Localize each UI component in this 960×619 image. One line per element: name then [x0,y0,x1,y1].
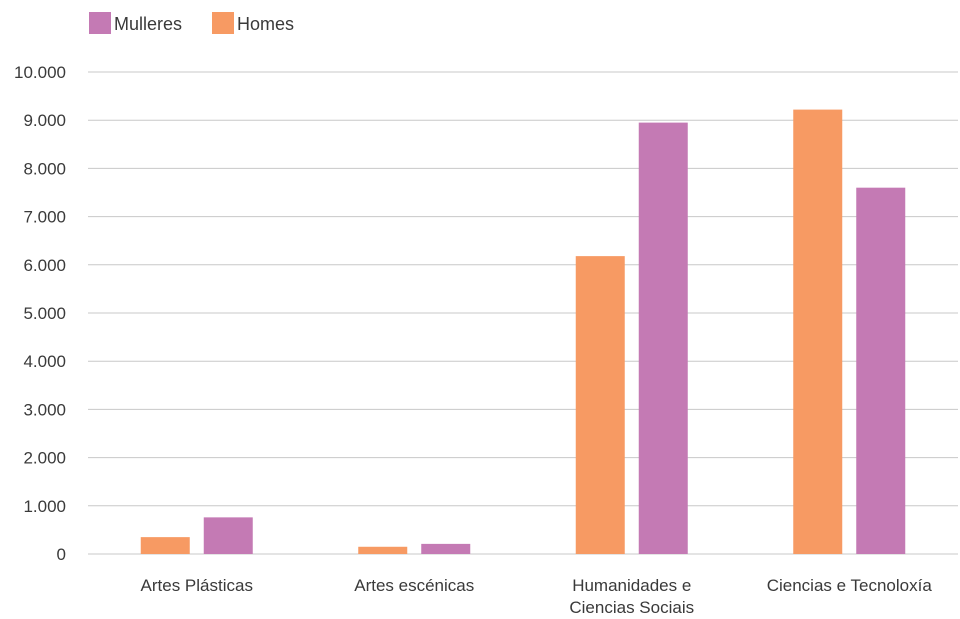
y-tick-label: 4.000 [23,352,66,371]
bars [140,109,906,555]
y-tick-label: 1.000 [23,497,66,516]
y-tick-label: 5.000 [23,304,66,323]
x-axis: Artes Plásticas Artes escénicas Humanidade… [141,576,933,617]
bar-mulleres-2 [638,122,688,555]
y-tick-label: 6.000 [23,256,66,275]
x-tick-label: Artes escénicas [354,576,474,595]
legend-swatch-homes [212,12,234,34]
y-tick-label: 3.000 [23,400,66,419]
x-tick-label: Artes Plásticas [141,576,253,595]
legend-label-homes: Homes [237,14,294,34]
legend-label-mulleres: Mulleres [114,14,182,34]
y-tick-label: 2.000 [23,449,66,468]
bar-homes-0 [140,537,190,554]
bar-mulleres-1 [421,543,471,554]
x-tick-label: Ciencias e Tecnoloxía [767,576,933,595]
y-tick-label: 0 [57,545,66,564]
bar-mulleres-0 [203,517,253,554]
bar-homes-3 [793,109,843,554]
y-tick-label: 9.000 [23,111,66,130]
y-tick-label: 7.000 [23,208,66,227]
legend: Mulleres Homes [89,12,294,34]
legend-swatch-mulleres [89,12,111,34]
y-axis: 0 1.000 2.000 3.000 4.000 5.000 6.000 7.000 8.00… [14,63,66,564]
y-tick-label: 8.000 [23,159,66,178]
y-tick-label: 10.000 [14,63,66,82]
bar-mulleres-3 [856,187,906,554]
bar-homes-1 [358,546,408,554]
bar-homes-2 [575,256,625,554]
x-tick-label: Humanidades e Ciencias Sociais [569,576,694,617]
